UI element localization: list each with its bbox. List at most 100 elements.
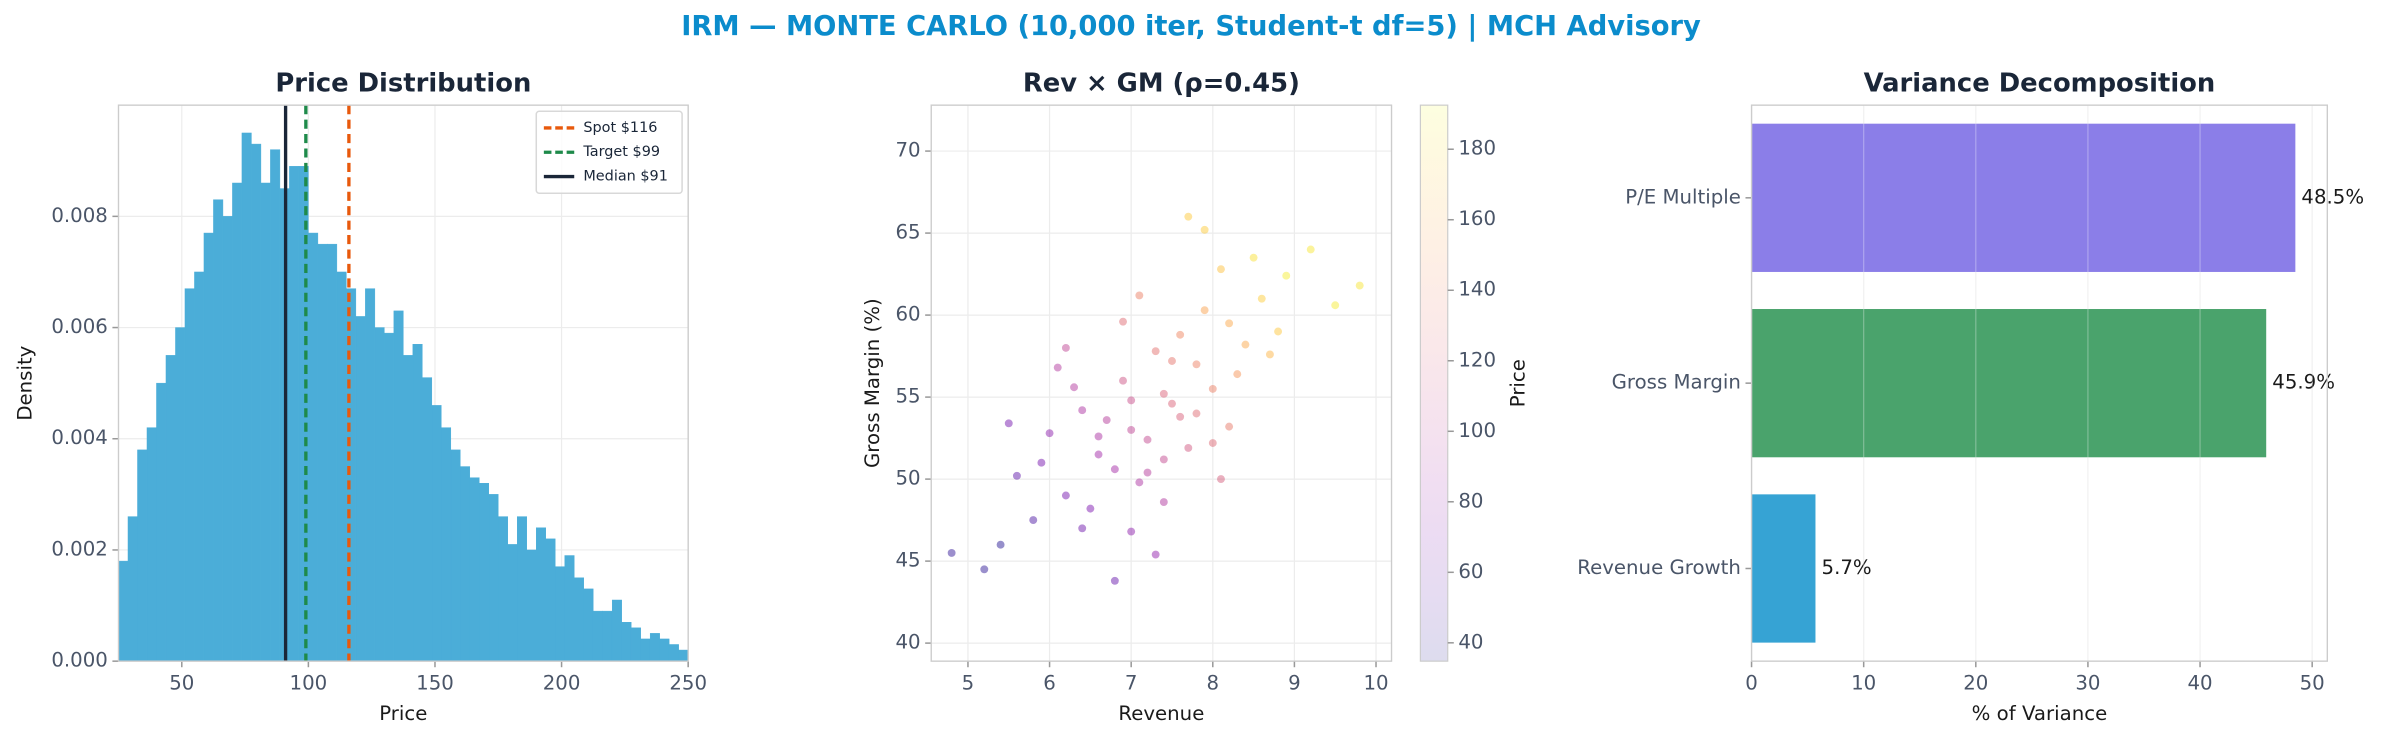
axes-frame: [117, 104, 689, 662]
scatter-point: [1257, 294, 1266, 303]
histogram-bar: [393, 310, 404, 662]
histogram-bar: [374, 327, 385, 662]
x-tick-label: 0: [1745, 671, 1758, 694]
value-label: 45.9%: [2272, 371, 2335, 394]
y-tick-label: 0.000: [51, 649, 108, 672]
scatter-point: [1127, 425, 1136, 434]
histogram-bar: [564, 555, 575, 662]
scatter-point: [1151, 347, 1160, 356]
histogram-bar: [403, 355, 414, 662]
x-tick-label: 100: [290, 671, 328, 694]
histogram-bar: [602, 610, 613, 662]
subplot-title: Rev × GM (ρ=0.45): [1023, 68, 1300, 98]
colorbar-label: Price: [1507, 359, 1530, 407]
x-tick-label: 40: [2187, 671, 2212, 694]
subplot-title: Variance Decomposition: [1864, 68, 2216, 98]
scatter-point: [1159, 455, 1168, 464]
y-tick-label: 55: [895, 385, 920, 408]
bar: [1751, 123, 2296, 272]
legend-label: Median $91: [583, 169, 668, 185]
histogram-bar: [289, 166, 300, 662]
y-tick-label: 60: [895, 303, 920, 326]
histogram-bar: [555, 566, 565, 662]
scatter-point: [1225, 422, 1234, 431]
y-tick-label: 70: [895, 139, 920, 162]
histogram-bar: [517, 516, 527, 662]
x-tick-label: 7: [1125, 671, 1138, 694]
y-tick-label: 0.006: [51, 315, 108, 338]
x-tick-label: 250: [669, 671, 707, 694]
x-tick-label: 10: [1363, 671, 1388, 694]
scatter-point: [1217, 475, 1225, 484]
scatter-point: [1168, 399, 1176, 408]
subplot: 0 10 20 30 40 50 Variance Decomposition % of Va…: [1577, 68, 2364, 724]
scatter-point: [1053, 363, 1062, 372]
histogram-bar: [336, 271, 347, 662]
histogram-bar: [611, 599, 622, 662]
x-tick-label: 8: [1207, 671, 1220, 694]
scatter-point: [1208, 439, 1217, 447]
x-tick-label: 5: [962, 671, 975, 694]
histogram-bar: [460, 466, 471, 662]
scatter-point: [1176, 412, 1185, 421]
bar: [1751, 494, 1816, 643]
scatter-point: [1078, 406, 1087, 415]
legend-label: Target $99: [582, 144, 660, 160]
y-axis-label: Gross Margin (%): [861, 298, 884, 468]
figure-title: IRM — MONTE CARLO (10,000 iter, Student-…: [681, 11, 1701, 42]
x-axis-label: Price: [379, 702, 427, 725]
histogram-bar: [194, 271, 205, 662]
scatter-point: [996, 540, 1005, 549]
scatter-point: [1045, 429, 1054, 438]
scatter-point: [1159, 498, 1168, 507]
x-tick-label: 200: [543, 671, 581, 694]
scatter-point: [1029, 516, 1038, 525]
scatter-point: [1143, 435, 1152, 444]
histogram-bar: [270, 149, 281, 662]
scatter-point: [1282, 271, 1291, 280]
histogram-bar: [175, 327, 186, 662]
x-axis-label: Revenue: [1118, 702, 1204, 725]
scatter-point: [1200, 306, 1209, 315]
histogram-bar: [146, 427, 157, 662]
subplot: 5 6 7 8 9 10 40 45 50 55 60 65 70 Rev × GM (ρ=0.45) Re…: [861, 68, 1530, 724]
x-tick-label: 150: [416, 671, 454, 694]
histogram-bar: [431, 405, 442, 662]
scatter-point: [1004, 419, 1013, 428]
y-tick-label: 40: [895, 631, 920, 654]
y-tick-label: 45: [895, 549, 920, 572]
histogram-bar: [355, 316, 366, 662]
y-tick-label: Gross Margin: [1612, 371, 1741, 394]
x-tick-label: 6: [1043, 671, 1056, 694]
y-tick-label: 0.008: [51, 204, 108, 227]
scatter-point: [1233, 370, 1242, 379]
colorbar-tick-label: 120: [1458, 348, 1496, 371]
scatter-point: [1225, 319, 1234, 328]
histogram-bar: [184, 288, 195, 662]
histogram-bar: [118, 560, 129, 662]
scatter-point: [1151, 550, 1160, 559]
y-tick-label: 0.002: [51, 537, 108, 560]
histogram-bar: [156, 382, 167, 662]
histogram-bar: [488, 494, 499, 662]
histogram-bar: [260, 182, 271, 662]
scatter-point: [1094, 450, 1103, 459]
scatter-point: [1331, 301, 1340, 310]
axes-frame: [1750, 104, 2328, 662]
colorbar: [1419, 104, 1449, 662]
histogram-bar: [583, 588, 594, 662]
y-tick-label: P/E Multiple: [1625, 185, 1741, 208]
scatter-point: [1192, 360, 1201, 369]
histogram-bar: [649, 633, 660, 662]
histogram-bar: [545, 538, 556, 662]
histogram-bar: [536, 527, 546, 662]
scatter-point: [1159, 389, 1168, 398]
histogram-bar: [232, 182, 243, 662]
value-label: 5.7%: [1822, 556, 1872, 579]
colorbar-tick-label: 160: [1458, 207, 1496, 230]
x-tick-label: 10: [1851, 671, 1876, 694]
histogram-bar: [574, 577, 584, 662]
histogram-bar: [213, 199, 224, 662]
scatter-point: [1061, 491, 1070, 500]
